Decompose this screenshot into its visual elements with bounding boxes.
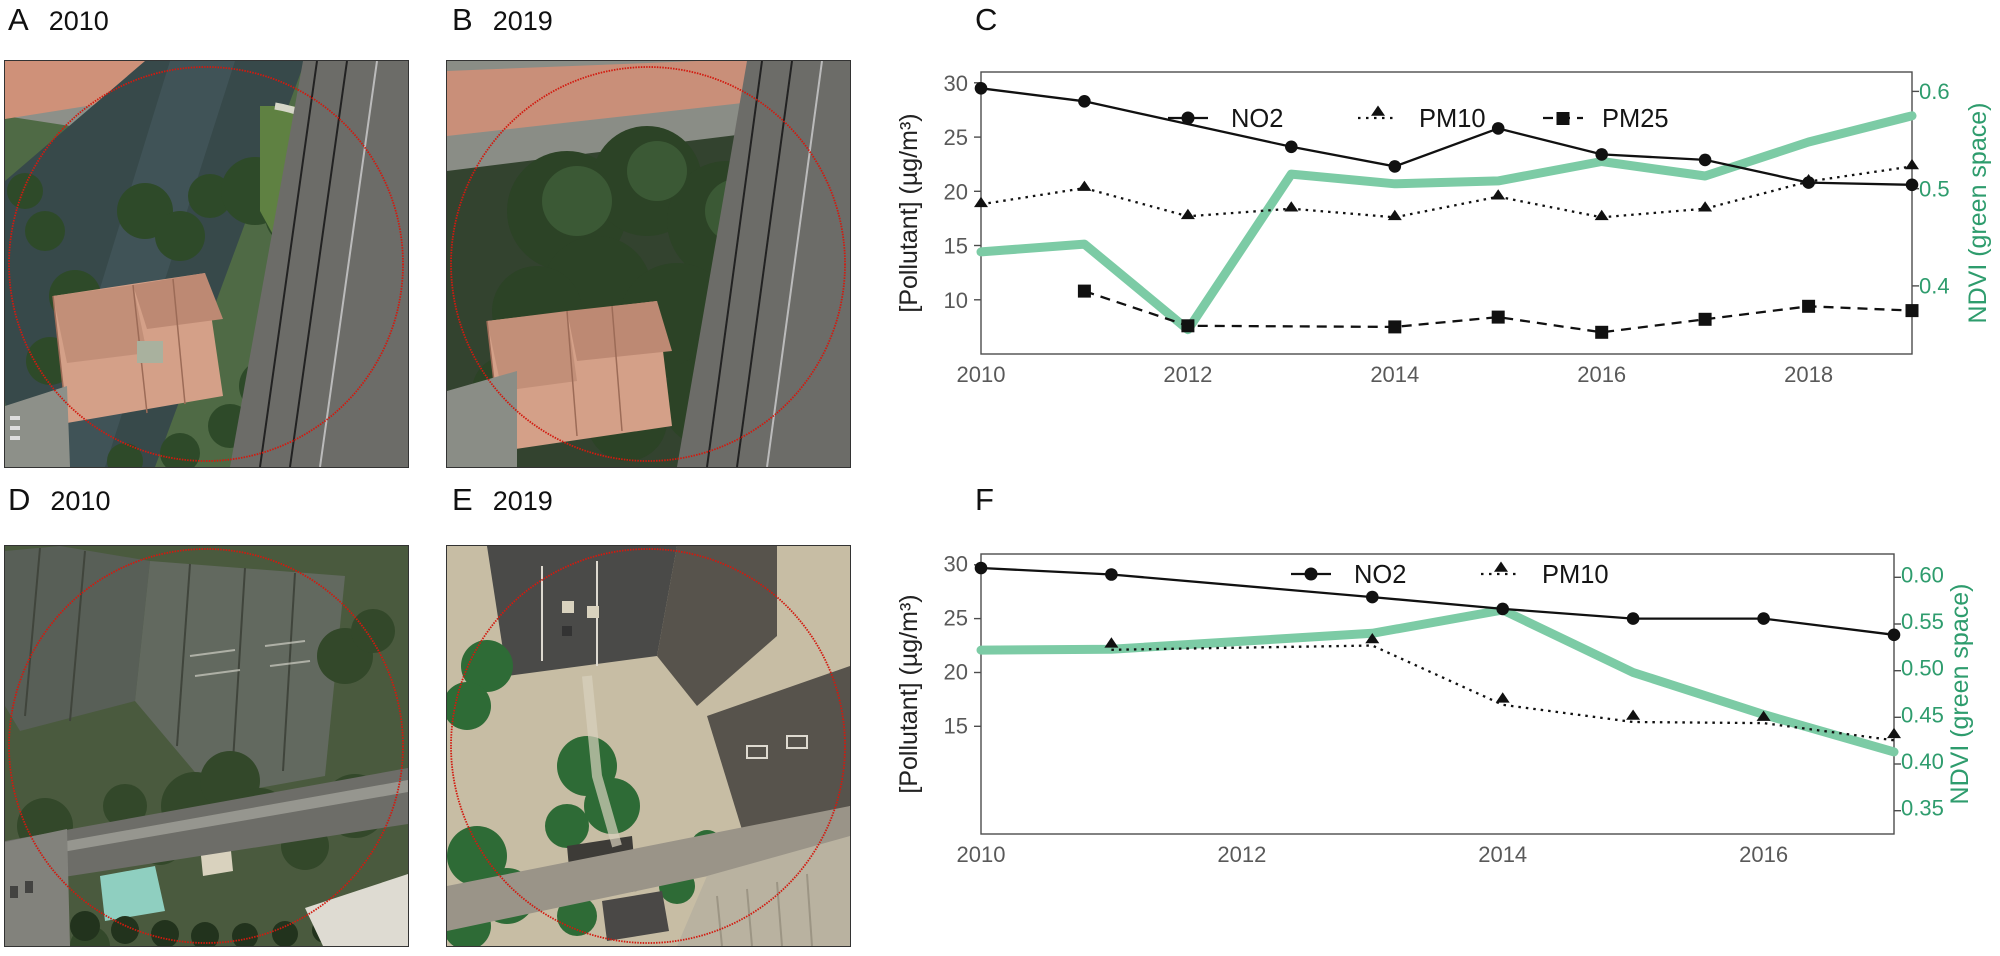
svg-text:[Pollutant] (µg/m³): [Pollutant] (µg/m³)	[895, 594, 923, 793]
svg-text:0.60: 0.60	[1901, 562, 1944, 587]
svg-text:NO2: NO2	[1354, 561, 1406, 589]
svg-text:PM25: PM25	[1602, 105, 1669, 133]
svg-text:20: 20	[944, 179, 968, 204]
svg-text:25: 25	[944, 606, 968, 631]
svg-text:2012: 2012	[1163, 362, 1212, 387]
svg-text:15: 15	[944, 713, 968, 738]
svg-text:PM10: PM10	[1419, 105, 1486, 133]
svg-text:0.4: 0.4	[1919, 274, 1950, 299]
svg-text:0.50: 0.50	[1901, 656, 1944, 681]
svg-text:NDVI (green space): NDVI (green space)	[1964, 103, 1992, 324]
svg-text:30: 30	[944, 552, 968, 577]
svg-text:PM10: PM10	[1542, 561, 1609, 589]
svg-text:0.55: 0.55	[1901, 609, 1944, 634]
svg-text:20: 20	[944, 660, 968, 685]
svg-text:2016: 2016	[1739, 842, 1788, 867]
svg-text:2014: 2014	[1370, 362, 1419, 387]
svg-text:0.35: 0.35	[1901, 796, 1944, 821]
svg-text:25: 25	[944, 125, 968, 150]
svg-text:2012: 2012	[1217, 842, 1266, 867]
svg-text:0.40: 0.40	[1901, 749, 1944, 774]
svg-text:0.5: 0.5	[1919, 177, 1950, 202]
svg-text:NO2: NO2	[1231, 105, 1283, 133]
svg-text:2010: 2010	[957, 362, 1006, 387]
svg-text:[Pollutant] (µg/m³): [Pollutant] (µg/m³)	[895, 113, 923, 312]
svg-text:0.6: 0.6	[1919, 79, 1950, 104]
svg-text:NDVI (green space): NDVI (green space)	[1946, 584, 1974, 805]
svg-text:2016: 2016	[1577, 362, 1626, 387]
svg-text:2014: 2014	[1478, 842, 1527, 867]
svg-text:15: 15	[944, 234, 968, 259]
svg-text:2010: 2010	[957, 842, 1006, 867]
svg-text:0.45: 0.45	[1901, 702, 1944, 727]
svg-text:10: 10	[944, 288, 968, 313]
svg-text:2018: 2018	[1784, 362, 1833, 387]
svg-text:30: 30	[944, 71, 968, 96]
